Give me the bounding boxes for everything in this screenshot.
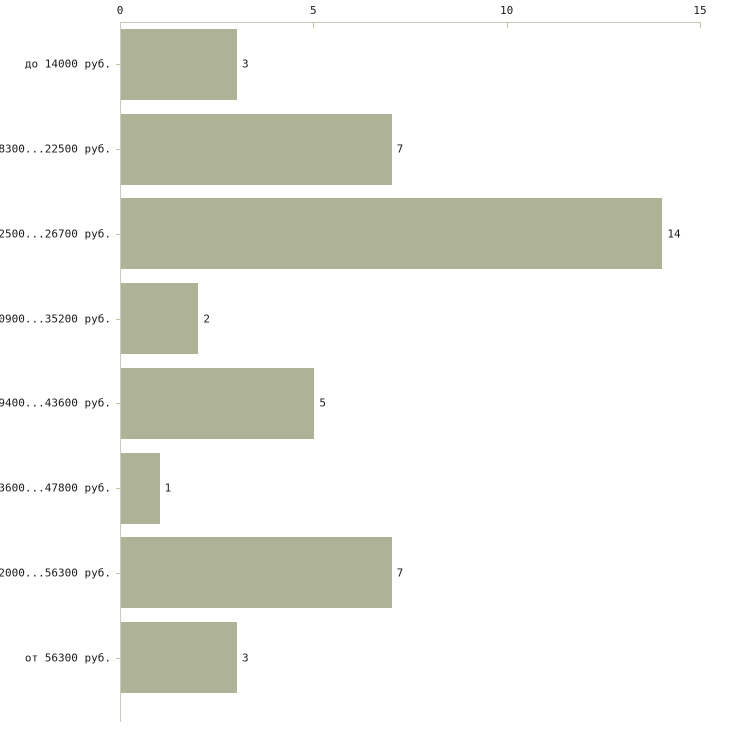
bar-value-label: 3 [242, 57, 249, 71]
x-tick-mark [506, 22, 508, 28]
bar [121, 537, 392, 609]
y-tick-mark [116, 403, 120, 404]
bar [121, 452, 160, 524]
bar-value-label: 5 [319, 396, 326, 410]
y-tick-label: 22500...26700 руб. [0, 227, 111, 241]
bar-value-label: 7 [396, 566, 404, 580]
x-tick-mark [700, 22, 701, 28]
x-tick-label: 5 [310, 4, 317, 17]
y-tick-mark [116, 658, 120, 659]
y-tick-label: 30900...35200 руб. [0, 312, 111, 326]
y-tick-mark [116, 234, 120, 235]
y-tick-label: 52000...56300 руб. [0, 566, 111, 580]
bar-value-label: 14 [667, 227, 681, 241]
y-tick-mark [116, 319, 120, 320]
y-axis-line [120, 22, 121, 722]
bar [121, 283, 199, 354]
bar [121, 367, 315, 439]
y-tick-label: 18300...22500 руб. [0, 142, 111, 156]
bar-value-label: 1 [164, 481, 172, 495]
y-tick-mark [116, 149, 120, 150]
y-tick-mark [116, 488, 120, 489]
bar [121, 113, 392, 185]
bar [121, 28, 237, 100]
x-tick-label: 0 [116, 4, 124, 17]
y-tick-label: 43600...47800 руб. [0, 481, 111, 495]
y-tick-label: до 14000 руб. [24, 57, 111, 71]
x-tick-mark [313, 22, 315, 28]
y-tick-label: от 56300 руб. [24, 651, 111, 665]
bar-value-label: 2 [203, 312, 210, 326]
x-tick-label: 10 [500, 4, 514, 17]
bar [121, 198, 663, 270]
x-axis-line [120, 22, 700, 23]
bar [121, 622, 237, 693]
y-tick-label: 39400...43600 руб. [0, 396, 111, 410]
y-tick-mark [116, 573, 120, 574]
x-tick-label: 15 [693, 4, 707, 17]
y-tick-mark [116, 64, 120, 65]
bar-value-label: 7 [396, 142, 404, 156]
bar-value-label: 3 [242, 651, 249, 665]
